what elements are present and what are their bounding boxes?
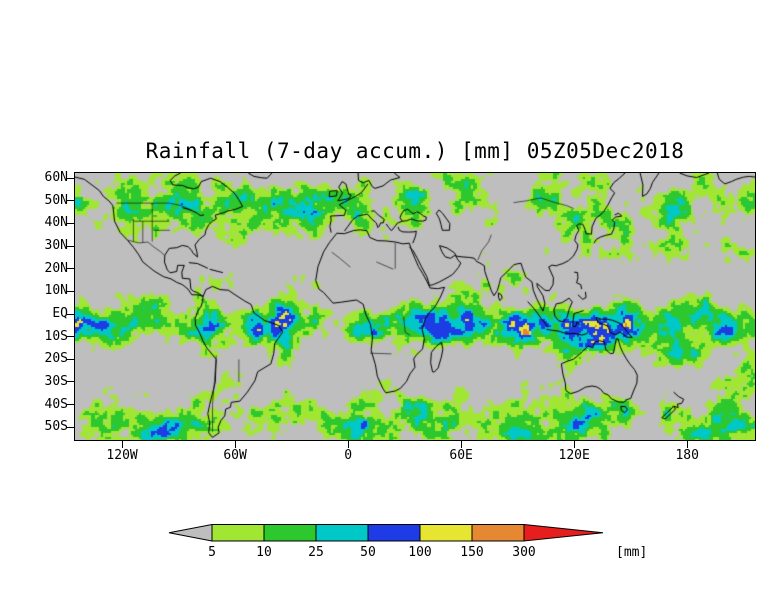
lat-tick-mark (67, 336, 74, 338)
colorbar-tick-label: 150 (460, 545, 484, 560)
lat-tick-mark (67, 404, 74, 406)
lat-tick-mark (67, 222, 74, 224)
colorbar-tick-label: 5 (208, 545, 216, 560)
lon-tick-mark (121, 441, 123, 448)
lat-tick-label: 60N (44, 170, 68, 186)
colorbar-segment-2 (315, 524, 369, 542)
lat-tick-mark (67, 381, 74, 383)
colorbar-tick-label: 100 (408, 545, 432, 560)
colorbar-legend (168, 524, 604, 542)
lat-tick-label: 20N (44, 260, 68, 276)
lat-tick-label: 50N (44, 192, 68, 208)
colorbar-segment-0 (211, 524, 265, 542)
lat-tick-mark (67, 245, 74, 247)
lon-tick-mark (347, 441, 349, 448)
colorbar-unit-label: [mm] (616, 545, 648, 560)
colorbar-tick-label: 300 (512, 545, 536, 560)
lat-tick-mark (67, 200, 74, 202)
lat-tick-mark (67, 290, 74, 292)
lon-tick-label: 0 (344, 448, 353, 463)
rainfall-map-canvas (75, 173, 755, 440)
lat-tick-label: 20S (44, 351, 68, 367)
colorbar-segment-3 (367, 524, 421, 542)
lat-tick-label: 30S (44, 373, 68, 389)
lat-tick-mark (67, 358, 74, 360)
lat-tick-mark (67, 177, 74, 179)
colorbar-tick-label: 25 (308, 545, 324, 560)
colorbar-segment-4 (419, 524, 473, 542)
lat-tick-label: 30N (44, 238, 68, 254)
lat-tick-mark (67, 268, 74, 270)
lon-tick-label: 60E (449, 448, 473, 463)
lon-tick-label: 180 (675, 448, 699, 463)
lon-tick-label: 120W (106, 448, 138, 463)
lat-tick-label: 10S (44, 328, 68, 344)
colorbar-segment-1 (263, 524, 317, 542)
lon-tick-label: 120E (558, 448, 590, 463)
colorbar-above-max-arrow (523, 524, 604, 542)
lat-tick-label: 50S (44, 419, 68, 435)
lat-tick-mark (67, 426, 74, 428)
lon-tick-mark (686, 441, 688, 448)
lon-tick-mark (234, 441, 236, 448)
lat-tick-label: 40S (44, 396, 68, 412)
map-plot-area (74, 172, 756, 441)
lat-tick-label: 10N (44, 283, 68, 299)
lat-tick-label: EQ (52, 306, 68, 322)
colorbar-tick-label: 10 (256, 545, 272, 560)
colorbar-tick-label: 50 (360, 545, 376, 560)
lon-tick-label: 60W (223, 448, 247, 463)
colorbar-segment-5 (471, 524, 525, 542)
lat-tick-mark (67, 313, 74, 315)
plot-title: Rainfall (7-day accum.) [mm] 05Z05Dec201… (145, 139, 685, 163)
lon-tick-mark (460, 441, 462, 448)
lon-tick-mark (573, 441, 575, 448)
lat-tick-label: 40N (44, 215, 68, 231)
colorbar-below-min-arrow (168, 524, 213, 542)
